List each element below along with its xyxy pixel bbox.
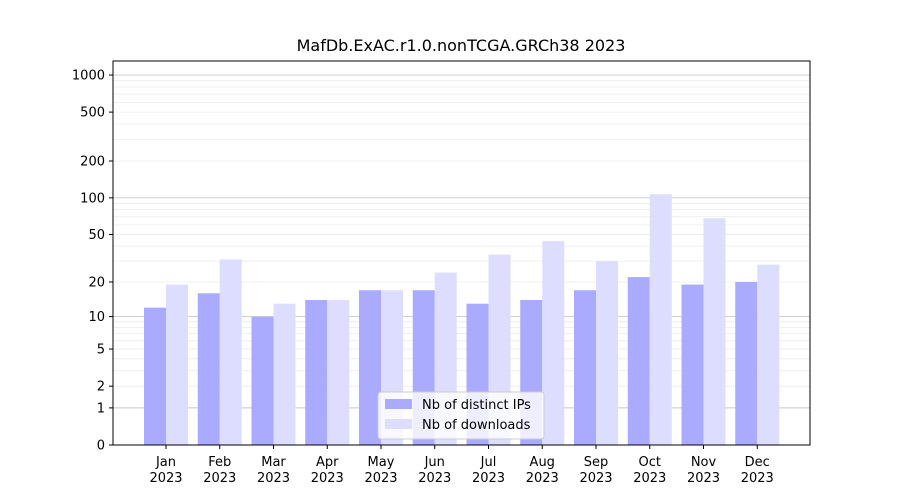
y-tick-label: 1000 bbox=[72, 69, 105, 84]
bar-distinct-ips bbox=[359, 290, 381, 445]
y-tick-label: 200 bbox=[80, 155, 105, 170]
bars bbox=[144, 194, 780, 445]
x-tick-label-year: 2023 bbox=[149, 471, 182, 486]
bar-downloads bbox=[219, 259, 242, 445]
x-tick-label-year: 2023 bbox=[364, 471, 397, 486]
x-tick-label-year: 2023 bbox=[526, 471, 559, 486]
x-tick-label-year: 2023 bbox=[472, 471, 505, 486]
bar-downloads bbox=[757, 264, 780, 445]
legend-swatch bbox=[385, 419, 412, 429]
x-tick-label-month: Oct bbox=[639, 455, 661, 470]
x-tick-label-year: 2023 bbox=[257, 471, 290, 486]
y-tick-label: 20 bbox=[88, 275, 105, 290]
x-tick-label-year: 2023 bbox=[741, 471, 774, 486]
legend-label: Nb of distinct IPs bbox=[422, 398, 531, 413]
bar-distinct-ips bbox=[305, 299, 328, 445]
bar-distinct-ips bbox=[197, 293, 220, 445]
y-tick-label: 1 bbox=[97, 401, 105, 416]
legend-box bbox=[377, 391, 545, 440]
bar-downloads bbox=[649, 194, 672, 445]
x-axis: Jan2023Feb2023Mar2023Apr2023May2023Jun20… bbox=[149, 445, 774, 486]
x-tick-label-month: Jul bbox=[480, 455, 497, 470]
x-tick-label-year: 2023 bbox=[203, 471, 236, 486]
bar-distinct-ips bbox=[574, 290, 596, 445]
x-tick-label-year: 2023 bbox=[418, 471, 451, 486]
bar-downloads bbox=[327, 299, 350, 445]
bar-distinct-ips bbox=[735, 281, 758, 445]
x-tick-label-year: 2023 bbox=[633, 471, 666, 486]
x-tick-label-month: Sep bbox=[584, 455, 609, 470]
chart-title: MafDb.ExAC.r1.0.nonTCGA.GRCh38 2023 bbox=[297, 36, 626, 55]
bar-distinct-ips bbox=[627, 277, 650, 445]
y-tick-label: 5 bbox=[97, 343, 105, 358]
legend-swatch bbox=[385, 399, 412, 409]
bar-distinct-ips bbox=[681, 284, 704, 445]
x-tick-label-month: Apr bbox=[316, 455, 339, 470]
legend-label: Nb of downloads bbox=[422, 418, 531, 433]
x-tick-label-month: May bbox=[368, 455, 395, 470]
y-axis: 0 1 2 5 10 20 50 100 200 500 1000 bbox=[72, 69, 113, 454]
x-tick-label-month: Nov bbox=[691, 455, 717, 470]
bar-distinct-ips bbox=[144, 307, 166, 445]
y-tick-label: 2 bbox=[97, 380, 105, 395]
x-tick-label-year: 2023 bbox=[687, 471, 720, 486]
bar-downloads bbox=[542, 241, 565, 445]
x-tick-label-month: Mar bbox=[261, 455, 286, 470]
x-tick-label-month: Jun bbox=[424, 455, 445, 470]
y-tick-label: 50 bbox=[88, 228, 105, 243]
x-tick-label-month: Dec bbox=[745, 455, 770, 470]
plot-frame bbox=[112, 60, 811, 446]
bar-downloads bbox=[166, 284, 188, 445]
x-tick-label-month: Feb bbox=[208, 455, 231, 470]
x-tick-label-year: 2023 bbox=[579, 471, 612, 486]
x-tick-label-year: 2023 bbox=[311, 471, 344, 486]
legend: Nb of distinct IPs Nb of downloads bbox=[377, 391, 545, 440]
bar-distinct-ips bbox=[251, 316, 274, 445]
x-tick-label-month: Jan bbox=[155, 455, 176, 470]
x-tick-label-month: Aug bbox=[530, 455, 555, 470]
y-tick-label: 0 bbox=[97, 439, 105, 454]
y-tick-label: 100 bbox=[80, 191, 105, 206]
bar-downloads bbox=[596, 261, 618, 445]
bar-downloads bbox=[703, 218, 726, 445]
bar-downloads bbox=[273, 303, 296, 445]
y-tick-label: 500 bbox=[80, 106, 105, 121]
y-tick-label: 10 bbox=[88, 310, 105, 325]
